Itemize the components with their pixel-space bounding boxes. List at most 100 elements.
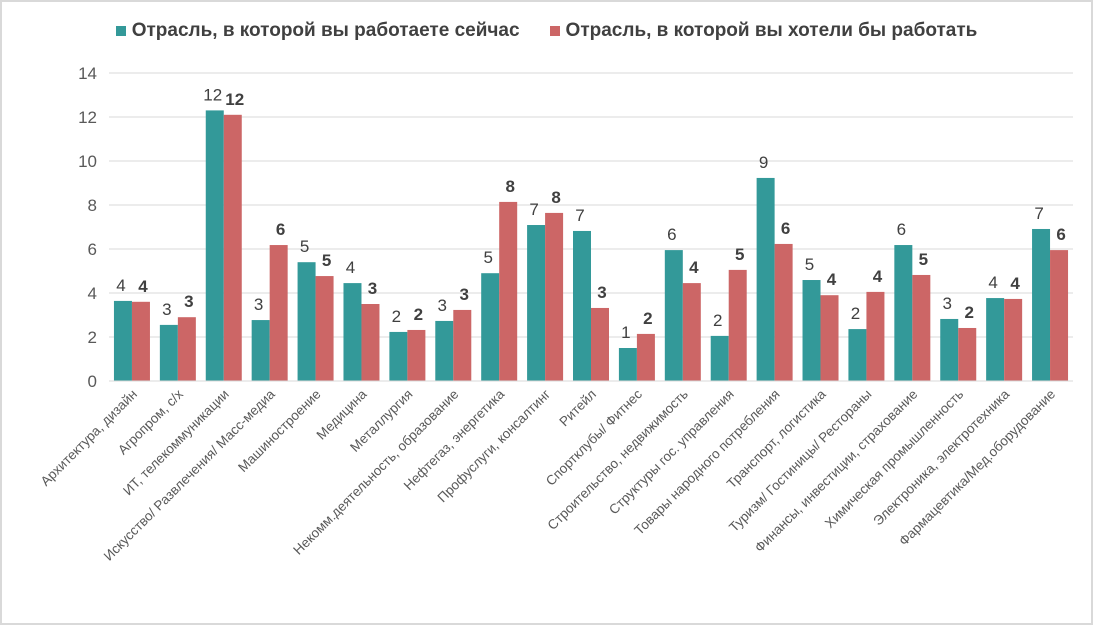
data-label-desired: 4 [689, 258, 699, 277]
data-label-desired: 8 [551, 188, 560, 207]
bar-desired [1050, 250, 1069, 381]
bar-current [802, 280, 821, 381]
bar-desired [177, 317, 196, 381]
data-label-current: 6 [667, 225, 676, 244]
data-label-desired: 4 [827, 270, 837, 289]
data-label-desired: 2 [643, 309, 652, 328]
bar-current [573, 230, 591, 381]
bar-desired [407, 329, 426, 381]
bar-desired [453, 309, 472, 381]
bar-current [986, 298, 1005, 381]
bar-current [756, 177, 775, 381]
bar-current [527, 225, 546, 381]
data-label-current: 2 [851, 304, 860, 323]
bar-desired [958, 327, 977, 381]
data-label-desired: 2 [414, 305, 423, 324]
x-category-label: Искусство/ Развлечения/ Масс-медиа [101, 386, 278, 563]
bar-desired [682, 283, 701, 381]
y-tick-label: 4 [88, 284, 97, 303]
bar-current [1032, 228, 1051, 381]
x-category-label: Некомм.деятельность, образование [290, 387, 461, 558]
bar-current [618, 348, 637, 381]
bar-current [664, 250, 683, 381]
bar-desired [545, 212, 564, 381]
data-label-current: 7 [1034, 204, 1043, 223]
data-label-current: 5 [300, 237, 309, 256]
legend-swatch-current [115, 26, 126, 36]
data-label-desired: 4 [873, 267, 883, 286]
bar-current [894, 245, 913, 381]
bar-desired [866, 291, 885, 381]
legend-label-desired: Отрасль, в которой вы хотели бы работать [565, 20, 978, 41]
bar-current [940, 318, 959, 381]
x-category-label: Ритейл [556, 387, 599, 430]
x-category-label: Машиностроение [235, 387, 324, 476]
x-category-label: Финансы, инвестиции, страхование [752, 387, 921, 556]
y-tick-label: 0 [88, 372, 97, 391]
bar-current [710, 335, 729, 381]
data-label-current: 4 [346, 258, 355, 277]
data-label-desired: 5 [735, 245, 744, 264]
bar-current [205, 110, 224, 382]
bar-desired [1004, 298, 1023, 381]
data-label-current: 3 [162, 300, 171, 319]
data-label-desired: 4 [138, 277, 148, 296]
data-label-desired: 3 [460, 285, 469, 304]
bar-current [297, 262, 316, 381]
data-label-current: 9 [759, 153, 768, 172]
bar-current [435, 320, 454, 381]
data-label-current: 5 [483, 248, 492, 267]
y-tick-label: 2 [88, 328, 97, 347]
data-label-desired: 3 [184, 292, 193, 311]
data-label-desired: 3 [597, 283, 606, 302]
data-label-desired: 5 [919, 250, 928, 269]
data-label-desired: 3 [368, 279, 377, 298]
data-label-desired: 6 [276, 220, 285, 239]
bar-current [159, 324, 178, 381]
bar-desired [131, 301, 150, 381]
bar-current [389, 331, 408, 381]
data-label-desired: 5 [322, 251, 331, 270]
y-tick-label: 14 [78, 64, 97, 83]
bar-desired [269, 245, 288, 381]
legend-item-desired: Отрасль, в которой вы хотели бы работать [549, 20, 978, 42]
y-tick-label: 12 [78, 108, 97, 127]
data-label-current: 7 [529, 200, 538, 219]
data-label-current: 7 [575, 206, 584, 225]
data-label-current: 4 [116, 276, 125, 295]
data-label-current: 2 [713, 311, 722, 330]
legend: Отрасль, в которой вы работаете сейчас О… [0, 20, 1093, 42]
bar-desired [774, 243, 793, 381]
data-label-current: 6 [897, 220, 906, 239]
y-tick-label: 10 [78, 152, 97, 171]
data-label-current: 12 [203, 85, 222, 104]
data-label-desired: 6 [781, 219, 790, 238]
data-label-current: 3 [254, 295, 263, 314]
bar-desired [223, 114, 242, 382]
bar-desired [636, 333, 655, 381]
bar-desired [315, 276, 334, 381]
data-label-current: 3 [943, 294, 952, 313]
bar-current [251, 320, 270, 381]
bar-desired [499, 201, 518, 381]
data-label-current: 5 [805, 255, 814, 274]
data-label-current: 1 [621, 323, 630, 342]
data-label-current: 2 [392, 307, 401, 326]
bar-current [481, 273, 500, 381]
bar-desired [361, 304, 380, 381]
bar-current [113, 300, 132, 381]
bar-desired [820, 295, 839, 381]
bar-desired [591, 307, 609, 381]
legend-swatch-desired [549, 26, 560, 36]
bar-current [848, 329, 867, 381]
legend-label-current: Отрасль, в которой вы работаете сейчас [131, 20, 520, 41]
data-label-desired: 4 [1010, 274, 1020, 293]
data-label-desired: 6 [1056, 225, 1065, 244]
data-label-desired: 8 [505, 177, 514, 196]
legend-item-current: Отрасль, в которой вы работаете сейчас [115, 20, 520, 42]
data-label-desired: 12 [225, 90, 244, 109]
bar-current [343, 283, 362, 381]
data-label-desired: 2 [965, 303, 974, 322]
bar-desired [912, 274, 931, 381]
